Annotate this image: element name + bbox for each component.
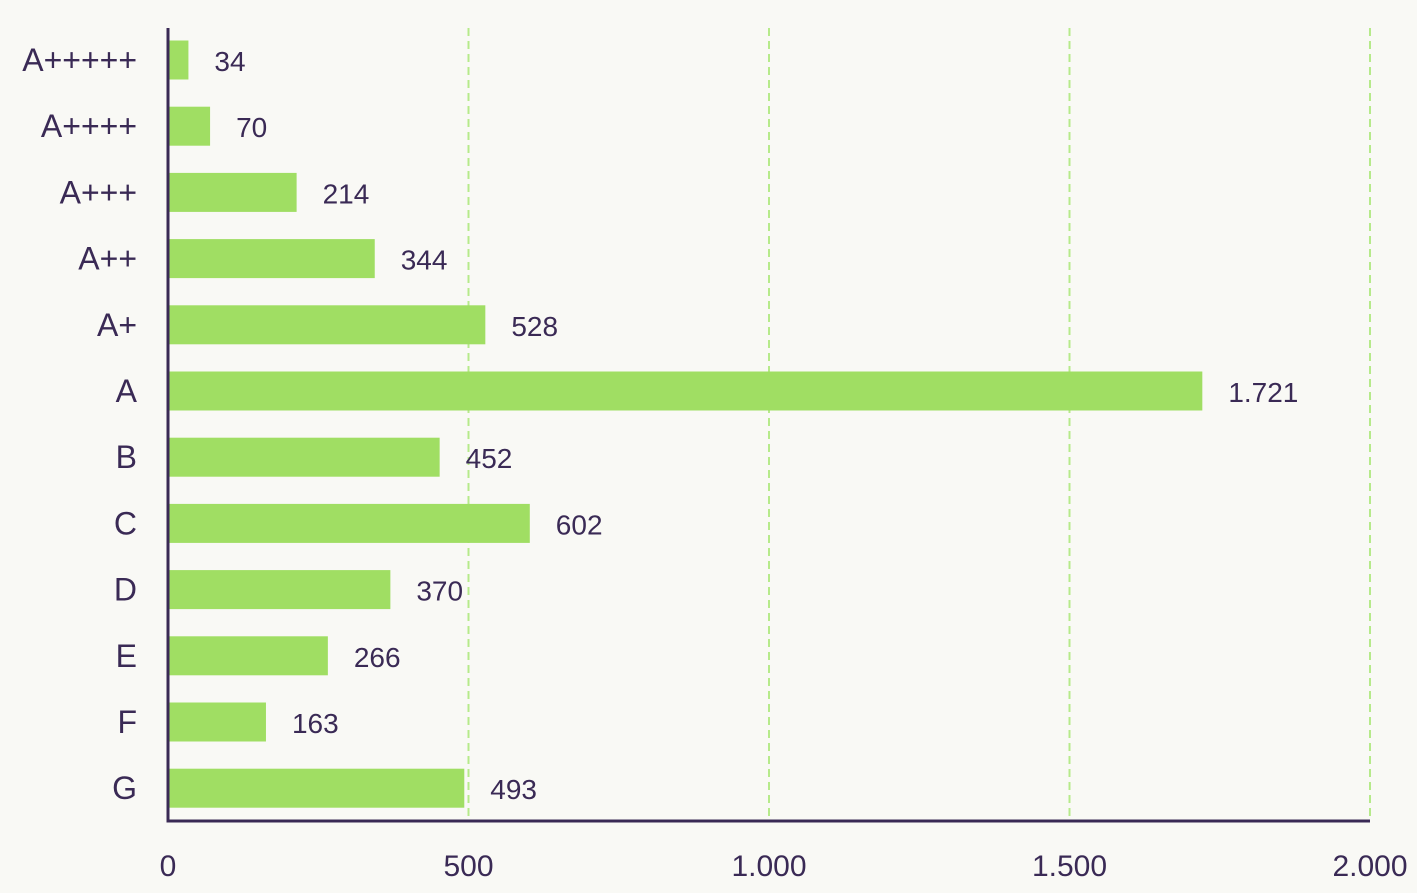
bar-A+++++	[168, 40, 189, 80]
x-tick-label: 1.000	[731, 850, 806, 883]
x-tick-labels: 0 500 1.000 1.500 2.000	[160, 850, 1408, 883]
category-label: A	[116, 373, 138, 409]
value-label: 70	[236, 112, 267, 143]
value-label: 602	[556, 509, 603, 540]
category-label: C	[114, 505, 137, 541]
category-label: F	[117, 704, 137, 740]
value-label: 163	[292, 708, 339, 739]
x-tick-label: 2.000	[1332, 850, 1407, 883]
category-label: G	[112, 770, 137, 806]
category-label: A+	[97, 307, 137, 343]
value-label: 266	[354, 642, 401, 673]
bar-A++	[168, 239, 375, 279]
value-label: 1.721	[1228, 377, 1298, 408]
bar-C	[168, 503, 530, 543]
bars	[168, 40, 1203, 808]
bar-B	[168, 437, 440, 477]
bar-D	[168, 570, 391, 610]
value-label: 214	[323, 178, 370, 209]
value-label: 34	[214, 46, 245, 77]
x-tick-label: 0	[160, 850, 177, 883]
category-label: A+++++	[22, 42, 137, 78]
axes	[166, 28, 1370, 823]
bar-E	[168, 636, 328, 676]
value-label: 528	[511, 311, 558, 342]
bar-G	[168, 768, 465, 808]
value-label: 344	[401, 245, 448, 276]
value-labels: 34 70 214 344 528 1.721 452 602 370 266 163 493	[214, 46, 1298, 805]
value-label: 493	[490, 774, 537, 805]
value-label: 370	[416, 576, 463, 607]
bar-A+	[168, 305, 486, 345]
category-label: A++++	[41, 108, 137, 144]
x-tick-label: 500	[443, 850, 493, 883]
category-label: A+++	[60, 174, 137, 210]
category-label: D	[114, 572, 137, 608]
value-label: 452	[466, 443, 513, 474]
bar-F	[168, 702, 266, 742]
category-label: E	[116, 638, 137, 674]
category-label: A++	[78, 241, 137, 277]
grid-lines	[467, 28, 1371, 821]
bar-A	[168, 371, 1203, 411]
category-label: B	[116, 439, 137, 475]
bar-A++++	[168, 106, 211, 146]
bar-A+++	[168, 172, 297, 212]
x-tick-label: 1.500	[1032, 850, 1107, 883]
